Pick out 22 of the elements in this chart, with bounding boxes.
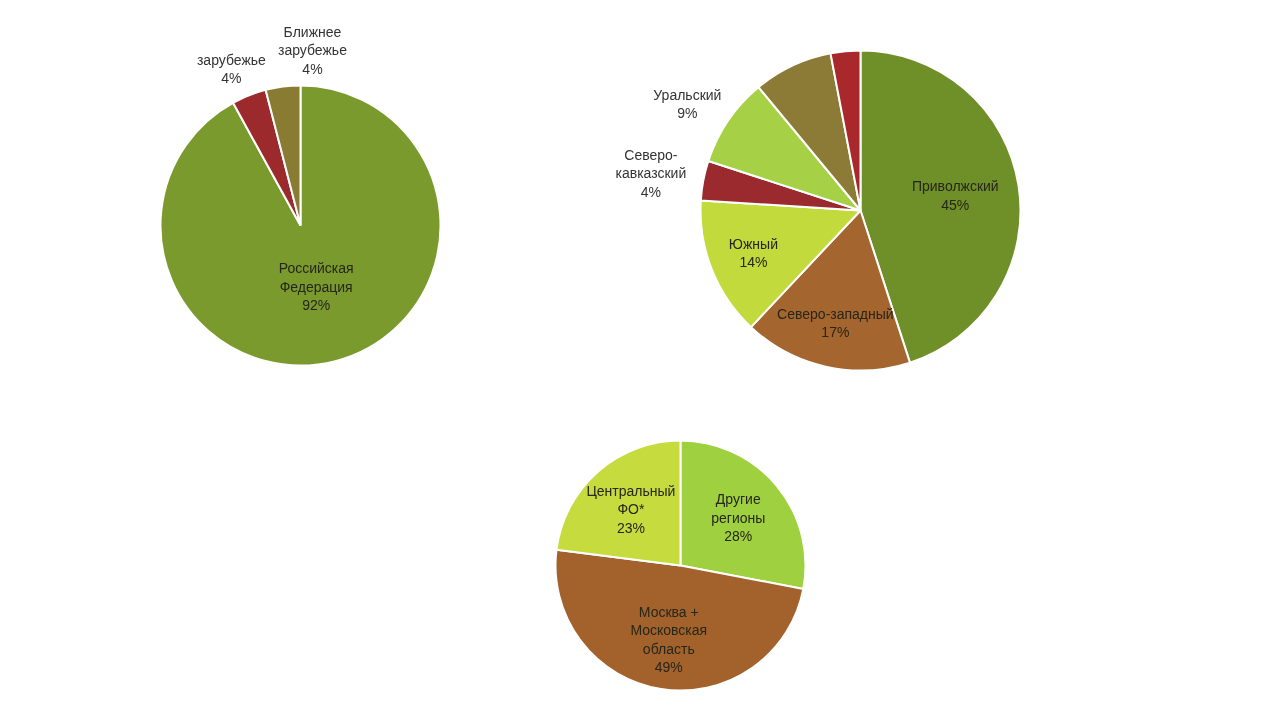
data-label: 45% [941, 196, 970, 213]
data-label: 14% [739, 254, 768, 271]
data-label: 4% [221, 70, 242, 87]
data-label: 23% [616, 519, 645, 536]
slice-label: Северо-западный [777, 305, 894, 322]
slice-label: Северо- кавказский [615, 147, 687, 182]
slice-label: Другие регионы [711, 491, 766, 526]
data-label: 4% [302, 60, 323, 77]
slice-label: Российская Федерация [278, 260, 354, 295]
slice-label: Южный [728, 235, 778, 252]
slice-label: Приволжский [911, 178, 999, 195]
data-label: 9% [677, 105, 698, 122]
slice-label: зарубежье [196, 52, 267, 69]
slice-label: Уральский [653, 86, 722, 103]
slice-label: Москва + Московская область [630, 603, 708, 657]
slice-label: Ближнее зарубежье [278, 24, 348, 59]
slice-label: Центральный ФО* [586, 482, 676, 518]
data-label: 49% [654, 659, 683, 676]
data-label: 4% [640, 183, 661, 200]
data-label: 28% [724, 528, 753, 545]
data-label: 17% [821, 324, 850, 341]
data-label: 92% [302, 296, 331, 313]
